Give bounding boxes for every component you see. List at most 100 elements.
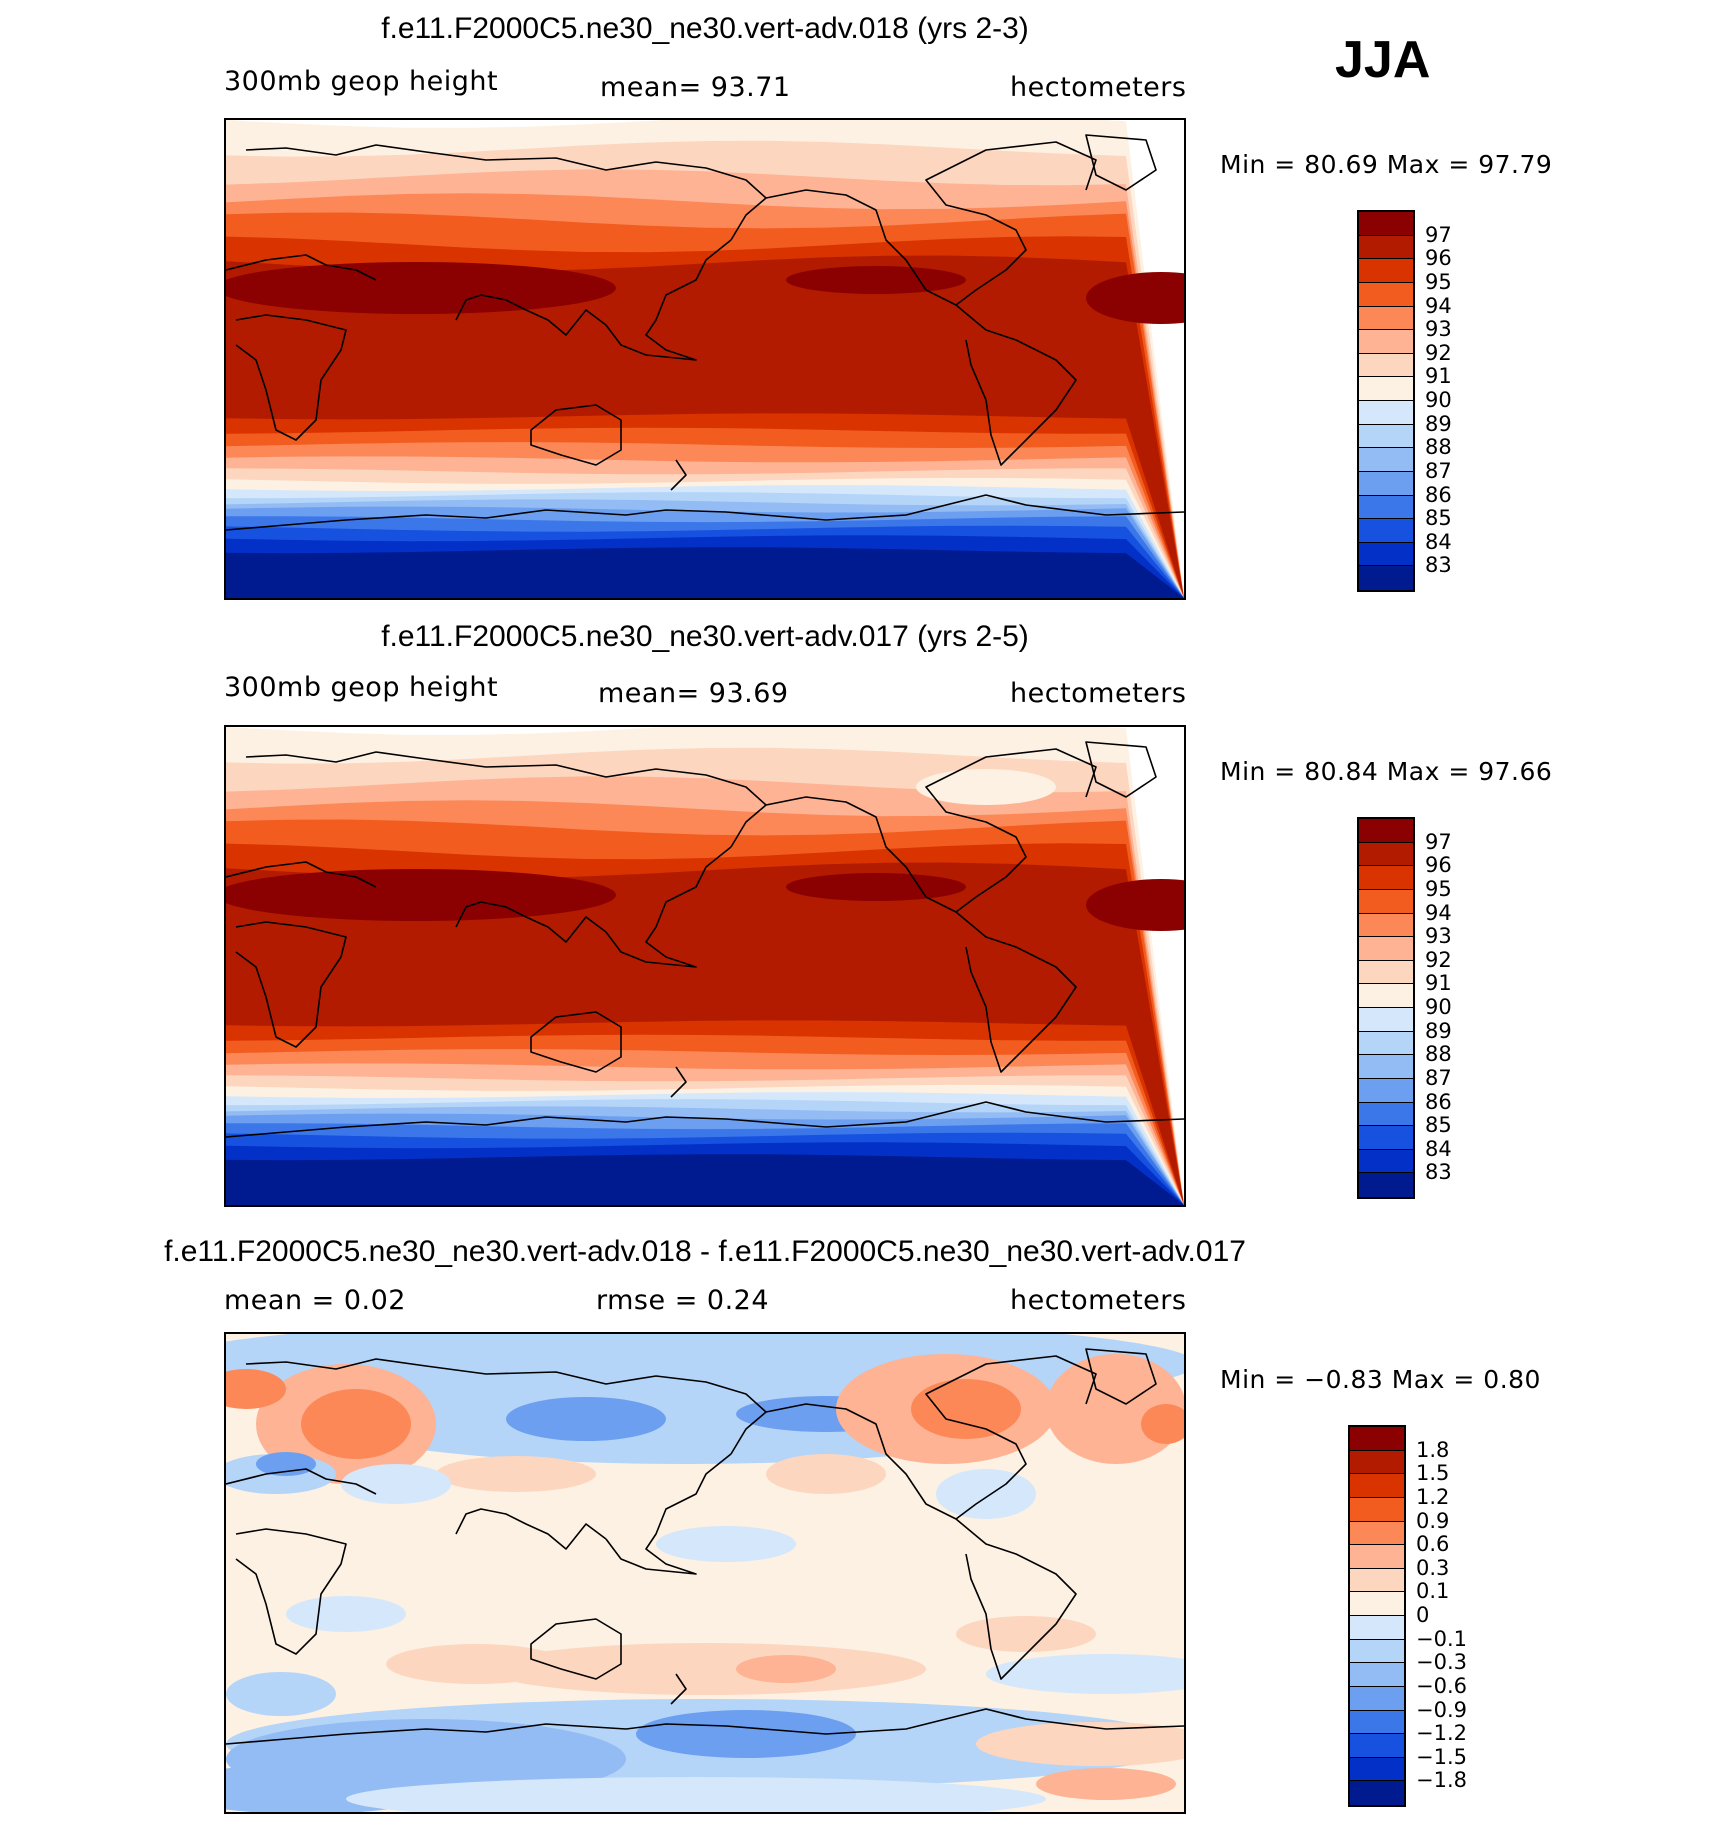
colorbar-box	[1350, 1569, 1404, 1593]
colorbar-box	[1350, 1522, 1404, 1546]
colorbar-box	[1359, 307, 1413, 331]
colorbar-box	[1350, 1427, 1404, 1451]
colorbar-box	[1359, 330, 1413, 354]
panel1-minmax: Min = 80.69 Max = 97.79	[1220, 150, 1552, 179]
colorbar-box	[1359, 519, 1413, 543]
colorbar-box	[1350, 1687, 1404, 1711]
colorbar-box	[1350, 1616, 1404, 1640]
colorbar-box	[1359, 543, 1413, 567]
panel3-colorbar	[1348, 1425, 1406, 1807]
colorbar-tick-label: −0.9	[1416, 1698, 1467, 1722]
colorbar-box	[1350, 1451, 1404, 1475]
colorbar-box	[1359, 1008, 1413, 1032]
colorbar-tick-label: 83	[1425, 553, 1452, 577]
colorbar-tick-label: 1.8	[1416, 1438, 1449, 1462]
colorbar-box	[1359, 984, 1413, 1008]
colorbar-box	[1350, 1545, 1404, 1569]
panel1-variable-label: 300mb geop height	[224, 66, 498, 97]
colorbar-tick-label: 96	[1425, 853, 1452, 877]
colorbar-box	[1359, 914, 1413, 938]
panel1-units-label: hectometers	[1010, 72, 1186, 103]
colorbar-box	[1359, 843, 1413, 867]
anomaly-region	[436, 1456, 596, 1492]
colorbar-tick-label: −0.6	[1416, 1674, 1467, 1698]
colorbar-tick-label: 0.1	[1416, 1579, 1449, 1603]
colorbar-box	[1359, 1126, 1413, 1150]
colorbar-tick-label: 94	[1425, 901, 1452, 925]
panel2-title: f.e11.F2000C5.ne30_ne30.vert-adv.017 (yr…	[224, 620, 1186, 654]
colorbar-box	[1359, 496, 1413, 520]
colorbar-box	[1359, 819, 1413, 843]
height-maximum	[786, 266, 966, 294]
colorbar-tick-label: 83	[1425, 1160, 1452, 1184]
colorbar-tick-label: 94	[1425, 294, 1452, 318]
colorbar-tick-label: 96	[1425, 246, 1452, 270]
anomaly-region	[736, 1655, 836, 1683]
anomaly-region	[286, 1596, 406, 1632]
colorbar-tick-label: −1.5	[1416, 1745, 1467, 1769]
colorbar-tick-label: 84	[1425, 530, 1452, 554]
colorbar-box	[1359, 354, 1413, 378]
colorbar-tick-label: 0	[1416, 1603, 1429, 1627]
panel1-mean-label: mean= 93.71	[600, 72, 791, 103]
colorbar-box	[1359, 937, 1413, 961]
colorbar-box	[1350, 1758, 1404, 1782]
colorbar-box	[1359, 259, 1413, 283]
colorbar-box	[1359, 890, 1413, 914]
colorbar-box	[1359, 1079, 1413, 1103]
anomaly-region	[301, 1389, 411, 1459]
panel2-colorbar	[1357, 817, 1415, 1199]
colorbar-box	[1359, 425, 1413, 449]
colorbar-tick-label: 89	[1425, 412, 1452, 436]
panel1-colorbar	[1357, 210, 1415, 592]
panel1-title: f.e11.F2000C5.ne30_ne30.vert-adv.018 (yr…	[224, 12, 1186, 46]
colorbar-tick-label: 91	[1425, 364, 1452, 388]
anomaly-region	[226, 1672, 336, 1716]
panel2-minmax: Min = 80.84 Max = 97.66	[1220, 757, 1552, 786]
colorbar-tick-label: 86	[1425, 1090, 1452, 1114]
colorbar-box	[1350, 1711, 1404, 1735]
colorbar-box	[1350, 1474, 1404, 1498]
panel2-map	[224, 725, 1186, 1207]
colorbar-tick-label: 84	[1425, 1137, 1452, 1161]
anomaly-region	[956, 1616, 1096, 1652]
colorbar-tick-label: 0.9	[1416, 1509, 1449, 1533]
colorbar-box	[1350, 1781, 1404, 1805]
panel3-title: f.e11.F2000C5.ne30_ne30.vert-adv.018 - f…	[60, 1235, 1350, 1269]
anomaly-region	[766, 1454, 886, 1494]
panel3-rmse-label: rmse = 0.24	[596, 1285, 769, 1316]
colorbar-box	[1359, 283, 1413, 307]
colorbar-box	[1359, 566, 1413, 590]
colorbar-box	[1350, 1640, 1404, 1664]
colorbar-tick-label: 86	[1425, 483, 1452, 507]
panel1-map	[224, 118, 1186, 600]
colorbar-box	[1350, 1734, 1404, 1758]
height-band	[226, 1154, 1184, 1205]
colorbar-box	[1359, 1150, 1413, 1174]
colorbar-tick-label: 91	[1425, 971, 1452, 995]
colorbar-tick-label: 88	[1425, 1042, 1452, 1066]
colorbar-tick-label: −1.8	[1416, 1768, 1467, 1792]
colorbar-tick-label: 85	[1425, 1113, 1452, 1137]
colorbar-tick-label: 1.2	[1416, 1485, 1449, 1509]
colorbar-box	[1359, 377, 1413, 401]
height-maximum	[226, 262, 616, 314]
colorbar-box	[1359, 866, 1413, 890]
anomaly-region	[1036, 1768, 1176, 1800]
colorbar-tick-label: 93	[1425, 317, 1452, 341]
season-label: JJA	[1335, 30, 1430, 90]
colorbar-tick-label: 97	[1425, 830, 1452, 854]
colorbar-box	[1359, 472, 1413, 496]
colorbar-tick-label: 0.6	[1416, 1532, 1449, 1556]
colorbar-tick-label: 1.5	[1416, 1461, 1449, 1485]
colorbar-tick-label: 90	[1425, 995, 1452, 1019]
colorbar-box	[1359, 1103, 1413, 1127]
colorbar-tick-label: 89	[1425, 1019, 1452, 1043]
colorbar-tick-label: 95	[1425, 877, 1452, 901]
anomaly-region	[486, 1643, 926, 1695]
colorbar-tick-label: 92	[1425, 341, 1452, 365]
anomaly-region	[936, 1469, 1036, 1519]
colorbar-tick-label: −1.2	[1416, 1721, 1467, 1745]
colorbar-box	[1350, 1592, 1404, 1616]
colorbar-tick-label: 87	[1425, 1066, 1452, 1090]
